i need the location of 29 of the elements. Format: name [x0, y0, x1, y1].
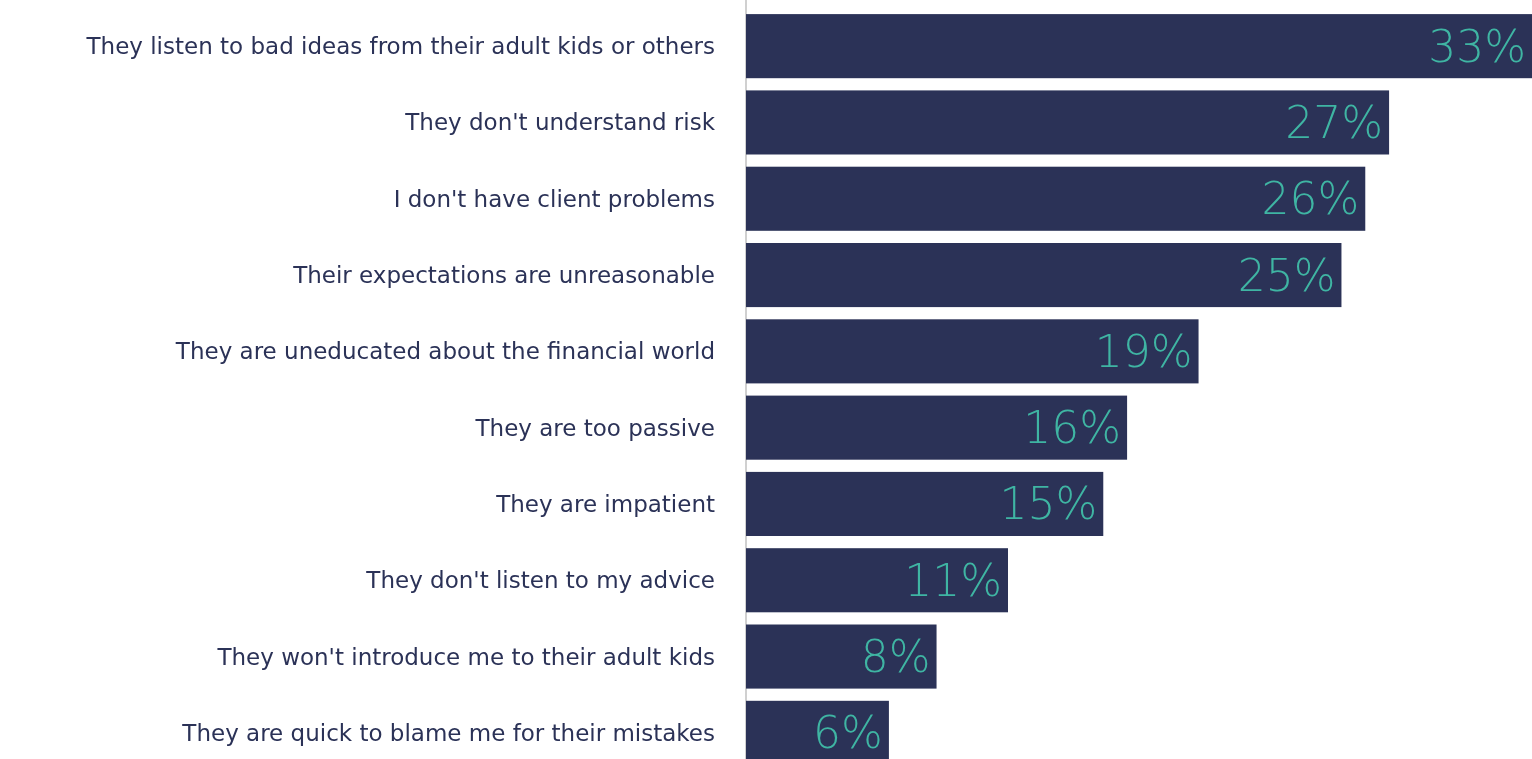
bar — [746, 243, 1342, 308]
data-label: 33% — [1428, 20, 1526, 72]
y-tick-label: They listen to bad ideas from their adult kids or others — [85, 33, 715, 60]
y-tick-label: They don't listen to my advice — [365, 567, 715, 594]
y-tick-label: They don't understand risk — [404, 109, 716, 136]
data-label: 8% — [860, 631, 931, 683]
data-label: 27% — [1285, 96, 1384, 148]
bar — [746, 548, 1008, 613]
data-label: 25% — [1237, 249, 1336, 301]
data-label: 11% — [904, 554, 1002, 606]
bar — [746, 395, 1128, 460]
bar — [746, 471, 1104, 536]
data-label: 19% — [1094, 325, 1193, 377]
y-tick-label: They are uneducated about the financial world — [174, 338, 715, 365]
data-label: 15% — [999, 478, 1098, 530]
y-tick-label: Their expectations are unreasonable — [292, 262, 715, 289]
bar — [746, 166, 1366, 231]
bar — [746, 14, 1532, 79]
data-label: 26% — [1261, 173, 1360, 225]
bar — [746, 319, 1199, 384]
data-label: 6% — [813, 707, 883, 759]
y-tick-label: I don't have client problems — [393, 185, 715, 212]
y-tick-label: They are quick to blame me for their mistakes — [181, 719, 715, 746]
y-tick-label: They won't introduce me to their adult kids — [216, 643, 715, 670]
y-tick-label: They are impatient — [495, 490, 715, 517]
bar — [746, 624, 937, 689]
y-tick-label: They are too passive — [474, 414, 715, 441]
data-label: 16% — [1023, 402, 1122, 454]
bar — [746, 90, 1390, 155]
